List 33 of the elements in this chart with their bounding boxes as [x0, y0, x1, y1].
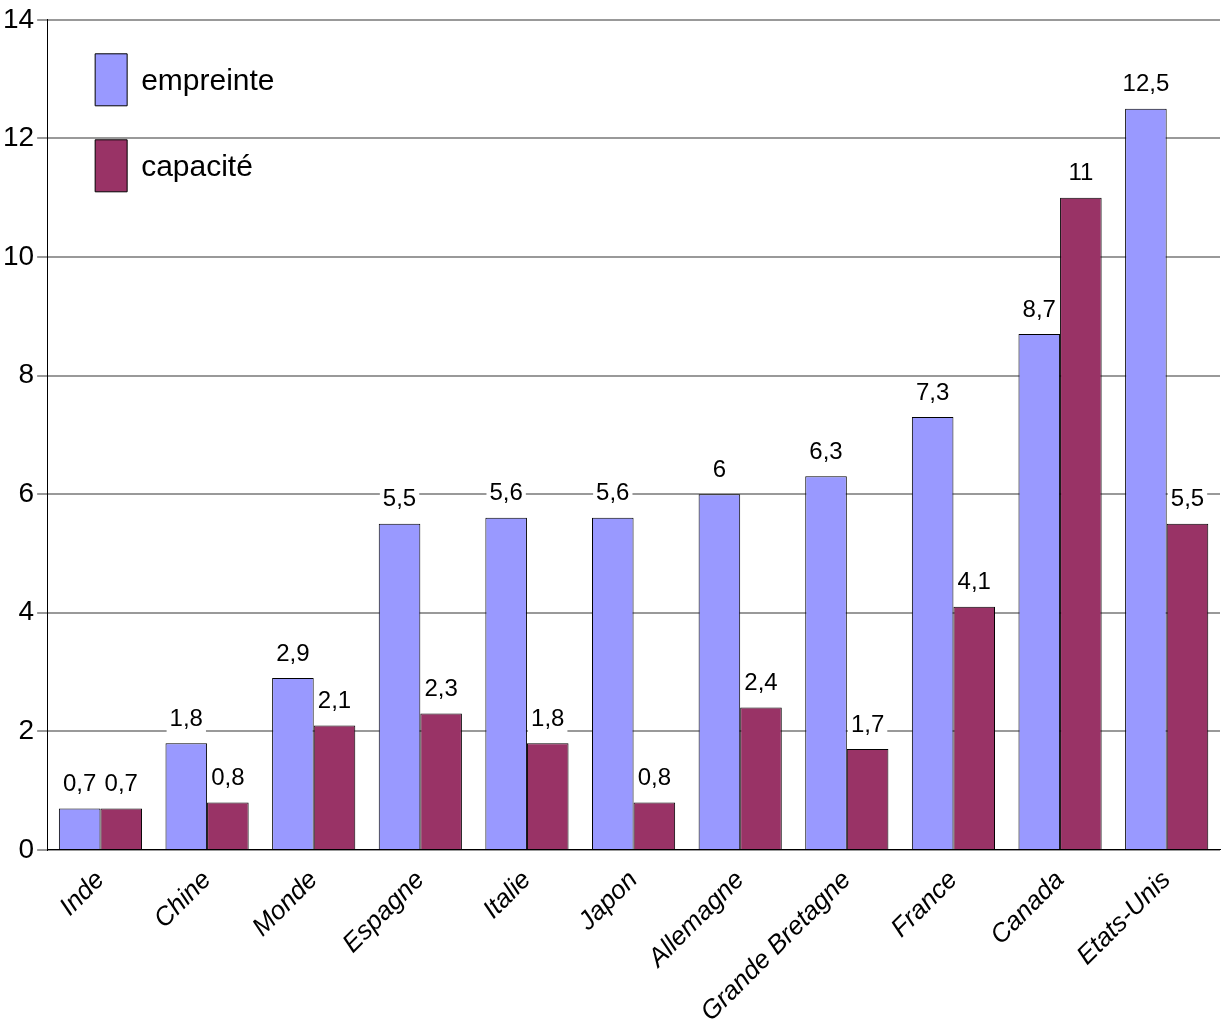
data-label: 0,7 — [104, 769, 138, 797]
data-label: 2,4 — [744, 668, 778, 696]
data-label: 2,9 — [276, 638, 310, 666]
data-label: 5,6 — [489, 478, 523, 506]
y-tick-label: 2 — [18, 714, 35, 746]
data-label: 2,1 — [317, 686, 352, 713]
data-label: 6,3 — [809, 436, 843, 464]
data-label: 5,5 — [382, 484, 417, 512]
x-tick-label: Inde — [52, 864, 110, 922]
data-label: 7,3 — [915, 377, 950, 405]
legend-label: capacité — [141, 149, 253, 183]
data-label: 5,5 — [1170, 484, 1205, 512]
legend-label: empreinte — [141, 63, 275, 97]
data-label: 2,3 — [424, 674, 458, 702]
data-label: 4,1 — [957, 567, 991, 595]
data-label: 1,8 — [531, 703, 565, 731]
data-label: 8,7 — [1022, 294, 1056, 322]
data-label: 0,7 — [62, 769, 97, 797]
y-tick-label: 0 — [18, 832, 35, 864]
y-tick-label: 8 — [18, 358, 35, 390]
data-label: 0,8 — [211, 763, 245, 791]
y-tick-label: 6 — [18, 476, 35, 508]
y-tick-label: 4 — [18, 595, 35, 627]
data-label: 12,5 — [1122, 69, 1170, 97]
data-label: 0,8 — [637, 763, 672, 791]
y-tick-label: 14 — [2, 2, 35, 34]
data-label: 6 — [712, 454, 727, 482]
data-label: 11 — [1068, 158, 1094, 186]
data-label: 1,8 — [169, 703, 203, 731]
y-tick-label: 10 — [2, 239, 35, 271]
data-label: 5,6 — [596, 478, 630, 506]
y-tick-label: 12 — [2, 121, 35, 153]
data-label: 1,7 — [850, 709, 885, 737]
